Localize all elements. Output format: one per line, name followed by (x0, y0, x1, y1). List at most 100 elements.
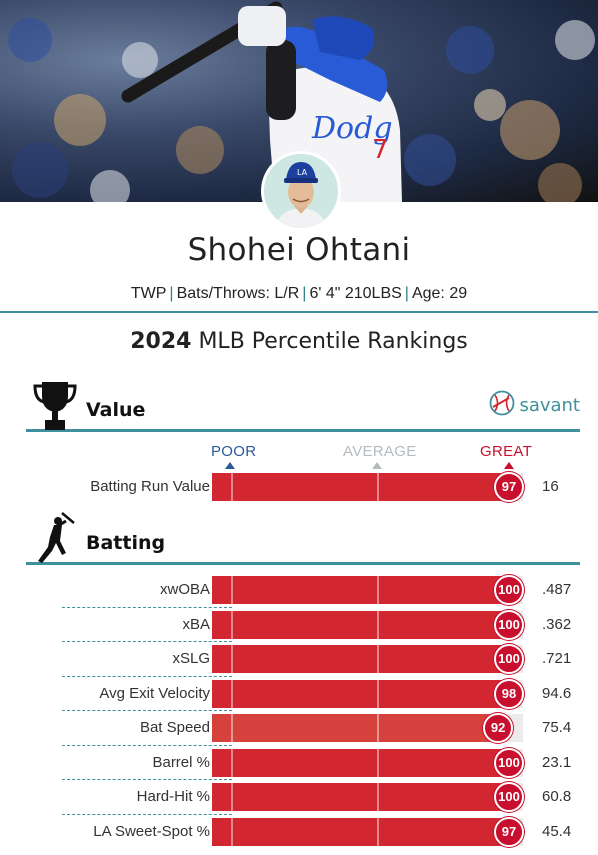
metric-row[interactable]: LA Sweet-Spot % 97 45.4 (26, 816, 580, 848)
percentile-track (212, 783, 523, 811)
player-bats-throws: Bats/Throws: L/R (176, 285, 300, 302)
trophy-icon (32, 378, 78, 439)
metric-label: xBA (182, 615, 210, 633)
row-divider (62, 813, 232, 815)
scale-guide-line (377, 610, 379, 639)
metric-row[interactable]: xBA 100 .362 (26, 609, 580, 641)
scale-guide-line (231, 473, 233, 501)
savant-logo[interactable]: savant (489, 390, 580, 421)
percentile-badge[interactable]: 100 (494, 782, 524, 812)
metric-row[interactable]: Hard-Hit % 100 60.8 (26, 781, 580, 813)
batting-section-title: Batting (86, 532, 166, 554)
percentile-bar (212, 473, 511, 501)
metric-label: xwOBA (159, 581, 210, 598)
metric-value: 94.6 (542, 684, 572, 702)
percentile-bar (212, 817, 511, 846)
metric-row[interactable]: xwOBA 100 .487 (26, 574, 580, 606)
scale-guide-line (377, 679, 379, 708)
scale-average-marker (372, 462, 382, 469)
scale-guide-line (377, 748, 379, 777)
percentile-track (212, 714, 523, 742)
metric-row[interactable]: Batting Run Value 97 16 (26, 471, 580, 503)
percentile-track (212, 645, 523, 673)
metric-row[interactable]: xSLG 100 .721 (26, 643, 580, 675)
percentile-bar (212, 576, 511, 604)
metric-label: Bat Speed (139, 719, 210, 736)
metric-label: LA Sweet-Spot % (93, 822, 210, 840)
percentile-bar (212, 610, 511, 639)
hero-photo: Dodg 7 (0, 0, 598, 202)
percentile-badge[interactable]: 100 (494, 747, 524, 778)
avatar: LA (261, 151, 341, 231)
metric-value: .487 (542, 581, 572, 598)
rankings-title-text: MLB Percentile Rankings (198, 329, 468, 354)
percentile-badge[interactable]: 98 (494, 678, 524, 709)
metric-value: .721 (542, 650, 572, 667)
scale-guide-line (377, 817, 379, 846)
rankings-year: 2024 (130, 329, 192, 354)
row-divider (62, 675, 232, 677)
svg-text:7: 7 (372, 135, 389, 165)
percentile-bar (212, 645, 511, 673)
scale-guide-line (231, 610, 233, 639)
value-section-header: Value savant (26, 376, 580, 432)
player-age: Age: 29 (411, 285, 468, 302)
metric-row[interactable]: Barrel % 100 23.1 (26, 747, 580, 779)
percentile-badge[interactable]: 100 (494, 609, 524, 640)
percentile-track (212, 817, 523, 846)
scale-average-label: AVERAGE (343, 443, 417, 460)
metric-label: Barrel % (152, 753, 210, 771)
player-size: 6' 4" 210LBS (309, 285, 402, 302)
metric-label: Batting Run Value (90, 478, 210, 495)
savant-label: savant (519, 395, 580, 416)
metric-value: 45.4 (542, 822, 572, 840)
scale-guide-line (377, 645, 379, 673)
player-position: TWP (130, 285, 167, 302)
batter-silhouette-icon (32, 511, 78, 572)
metric-value: 16 (542, 478, 559, 495)
bio-separator: | (302, 285, 307, 302)
percentile-track (212, 679, 523, 708)
metric-value: 23.1 (542, 753, 572, 771)
percentile-badge[interactable]: 97 (494, 816, 524, 847)
percentile-track (212, 576, 523, 604)
metric-value: 60.8 (542, 788, 572, 805)
baseball-icon (489, 390, 515, 421)
scale-great-marker (504, 462, 514, 469)
scale-guide-line (377, 576, 379, 604)
scale-poor-marker (225, 462, 235, 469)
batting-section-header: Batting (26, 509, 580, 565)
scale-guide-line (231, 748, 233, 777)
svg-text:LA: LA (297, 168, 308, 177)
player-name: Shohei Ohtani (187, 232, 411, 268)
percentile-badge[interactable]: 97 (494, 472, 524, 502)
scale-guide-line (231, 817, 233, 846)
percentile-badge[interactable]: 100 (494, 644, 524, 674)
percentile-track (212, 610, 523, 639)
row-divider (62, 606, 232, 608)
metric-row[interactable]: Bat Speed 92 75.4 (26, 712, 580, 744)
scale-poor-label: POOR (211, 443, 257, 460)
metric-row[interactable]: Avg Exit Velocity 98 94.6 (26, 678, 580, 710)
scale-guide-line (377, 714, 379, 742)
scale-guide-line (377, 473, 379, 501)
row-divider (62, 710, 232, 711)
percentile-track (212, 473, 523, 501)
metric-value: .362 (542, 615, 572, 633)
row-divider (62, 779, 232, 780)
bio-separator: | (169, 285, 174, 302)
scale-guide-line (231, 714, 233, 742)
scale-guide-line (377, 783, 379, 811)
percentile-bar (212, 748, 511, 777)
percentile-bar (212, 679, 511, 708)
rankings-title: 2024 MLB Percentile Rankings (0, 329, 598, 354)
percentile-badge[interactable]: 100 (494, 575, 524, 605)
percentile-track (212, 748, 523, 777)
scale-guide-line (231, 679, 233, 708)
percentile-badge[interactable]: 92 (483, 713, 514, 743)
metric-label: Avg Exit Velocity (99, 684, 210, 702)
player-bio: TWP | Bats/Throws: L/R | 6' 4" 210LBS | Age: 2… (0, 285, 598, 303)
bio-divider (0, 311, 598, 313)
scale-guide-line (231, 783, 233, 811)
scale-guide-line (231, 576, 233, 604)
